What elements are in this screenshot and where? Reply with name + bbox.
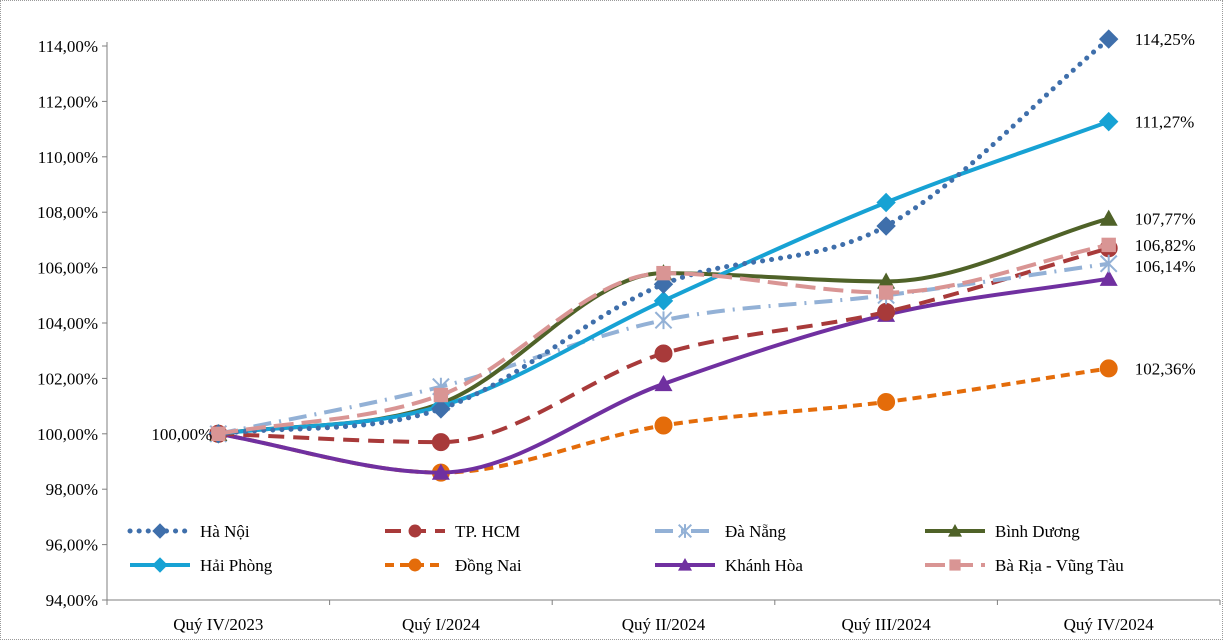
legend-swatch-marker — [152, 557, 168, 573]
y-tick-label: 102,00% — [37, 369, 98, 388]
series-line — [215, 36, 1112, 437]
data-point — [877, 272, 896, 289]
legend-swatch-marker — [677, 523, 693, 539]
legend-swatch-marker — [949, 559, 961, 571]
legend-item: Đồng Nai — [385, 556, 522, 575]
x-tick-label: Quý III/2024 — [841, 615, 931, 634]
data-point — [431, 399, 451, 419]
end-data-label: 102,36% — [1135, 359, 1196, 378]
data-point — [1099, 269, 1118, 286]
y-tick-label: 108,00% — [37, 203, 98, 222]
x-tick-label: Quý II/2024 — [622, 615, 706, 634]
legend-label: Khánh Hòa — [725, 556, 803, 575]
data-point — [654, 416, 673, 435]
y-tick-label: 104,00% — [37, 314, 98, 333]
x-tick-label: Quý IV/2024 — [1064, 615, 1155, 634]
legend-item: Hà Nội — [127, 522, 250, 541]
start-data-label: 100,00% — [151, 425, 212, 444]
y-tick-label: 98,00% — [46, 480, 98, 499]
data-point — [1099, 209, 1118, 226]
data-point — [877, 302, 896, 321]
y-tick-label: 94,00% — [46, 591, 98, 610]
data-point — [876, 192, 896, 213]
end-data-label: 106,14% — [1135, 257, 1196, 276]
x-tick-label: Quý IV/2023 — [173, 615, 263, 634]
end-data-label: 114,25% — [1135, 30, 1195, 49]
legend-swatch-marker — [948, 524, 962, 537]
legend-item: Bình Dương — [925, 522, 1080, 541]
legend-item: Khánh Hòa — [655, 556, 803, 575]
data-point — [1099, 254, 1118, 273]
legend-label: Bà Rịa - Vũng Tàu — [995, 556, 1124, 575]
data-point — [1099, 359, 1118, 378]
legend-swatch-marker — [678, 558, 692, 571]
y-tick-label: 106,00% — [37, 259, 98, 278]
data-point — [877, 392, 896, 411]
legend-label: TP. HCM — [455, 522, 520, 541]
x-tick-label: Quý I/2024 — [402, 615, 480, 634]
legend-item: Hải Phòng — [130, 556, 273, 575]
legend-label: Bình Dương — [995, 522, 1080, 541]
data-point — [1098, 111, 1119, 132]
y-tick-label: 110,00% — [38, 148, 98, 167]
y-tick-label: 96,00% — [46, 536, 98, 555]
legend-label: Hải Phòng — [200, 556, 273, 575]
data-point — [431, 463, 450, 480]
data-point — [1098, 29, 1119, 49]
data-point — [1101, 237, 1116, 253]
data-point — [653, 291, 674, 311]
legend-swatch-marker — [152, 523, 168, 539]
data-point — [211, 426, 226, 441]
legend-item: Bà Rịa - Vũng Tàu — [925, 556, 1124, 575]
y-tick-label: 100,00% — [37, 425, 98, 444]
legend-label: Đồng Nai — [455, 556, 522, 575]
end-data-label: 107,77% — [1135, 210, 1196, 229]
data-point — [431, 433, 450, 452]
legend-label: Hà Nội — [200, 522, 250, 541]
data-point — [656, 265, 671, 281]
legend-label: Đà Nẵng — [725, 522, 786, 541]
y-tick-label: 114,00% — [38, 37, 98, 56]
end-data-label: 111,27% — [1135, 113, 1195, 132]
data-point — [654, 344, 673, 363]
data-point — [878, 285, 894, 300]
data-point — [433, 387, 449, 403]
y-tick-label: 112,00% — [38, 92, 98, 111]
data-point — [654, 311, 673, 330]
legend-swatch-marker — [408, 558, 422, 572]
end-data-label: 106,82% — [1135, 236, 1196, 255]
legend-swatch-marker — [408, 524, 422, 538]
data-point — [654, 374, 673, 392]
legend-item: TP. HCM — [385, 522, 520, 541]
data-point — [876, 216, 896, 236]
legend-item: Đà Nẵng — [655, 522, 786, 541]
